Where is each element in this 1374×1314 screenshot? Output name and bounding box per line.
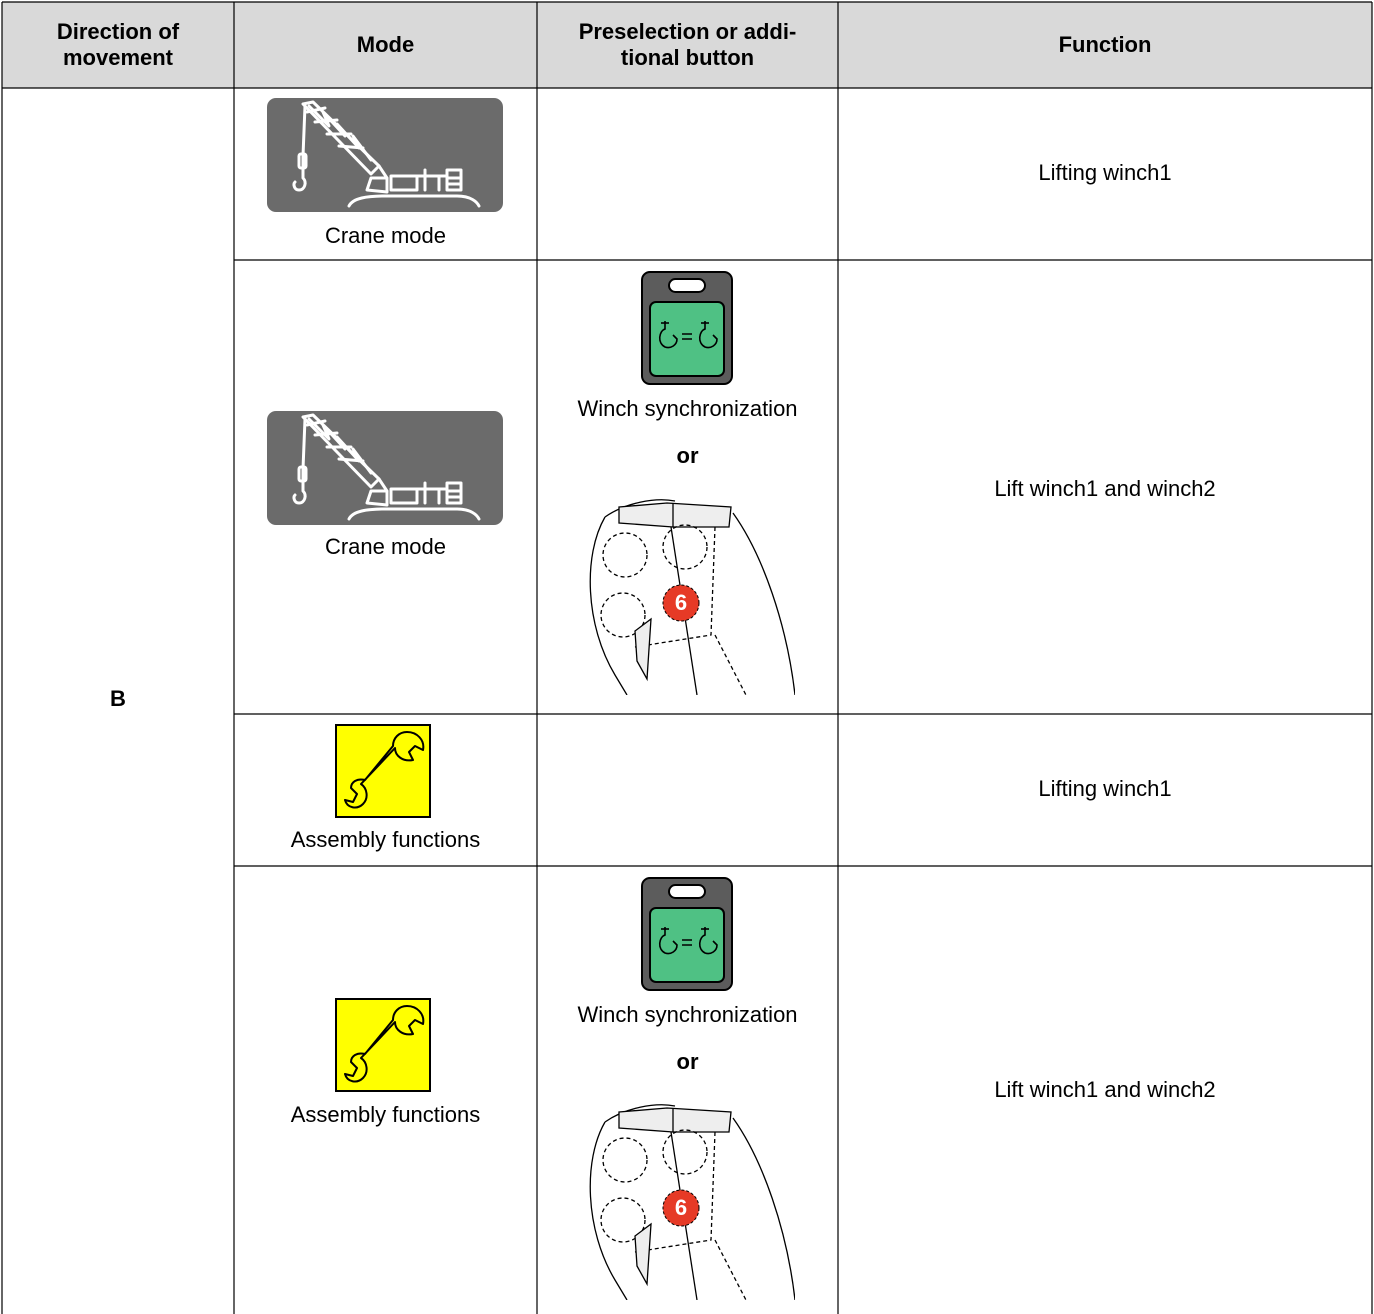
crane-mode-icon — [267, 98, 503, 212]
direction-label: B — [110, 686, 126, 711]
or-label: or — [677, 1049, 699, 1074]
function-label: Lifting winch1 — [1038, 776, 1171, 801]
mode-label: Crane mode — [325, 223, 446, 248]
function-label: Lifting winch1 — [1038, 160, 1171, 185]
lever-button-number: 6 — [675, 1195, 687, 1220]
header-cell: Preselection or addi- — [579, 19, 797, 44]
winch-sync-button — [641, 877, 733, 991]
assembly-icon — [335, 724, 431, 818]
control-lever — [589, 1104, 795, 1300]
header-bg — [2, 2, 1372, 88]
header-cell: Direction of — [57, 19, 180, 44]
mode-label: Crane mode — [325, 534, 446, 559]
function-label: Lift winch1 and winch2 — [994, 476, 1215, 501]
header-cell: tional button — [621, 45, 754, 70]
function-label: Lift winch1 and winch2 — [994, 1077, 1215, 1102]
button-label: Winch synchronization — [577, 396, 797, 421]
header-cell: movement — [63, 45, 174, 70]
header-cell: Mode — [357, 32, 414, 57]
button-label: Winch synchronization — [577, 1002, 797, 1027]
mode-label: Assembly functions — [291, 827, 481, 852]
mode-label: Assembly functions — [291, 1102, 481, 1127]
winch-sync-button — [641, 271, 733, 385]
crane-mode-icon — [267, 411, 503, 525]
assembly-icon — [335, 998, 431, 1092]
header-cell: Function — [1059, 32, 1152, 57]
lever-button-number: 6 — [675, 590, 687, 615]
or-label: or — [677, 443, 699, 468]
control-lever — [589, 499, 795, 695]
